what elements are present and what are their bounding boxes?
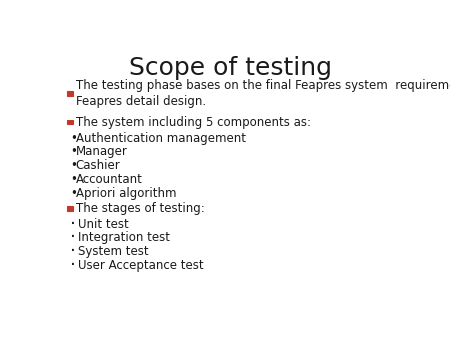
- Text: ·: ·: [70, 228, 76, 247]
- Text: Unit test: Unit test: [78, 218, 129, 231]
- Text: The system including 5 components as:: The system including 5 components as:: [76, 116, 311, 128]
- FancyBboxPatch shape: [67, 91, 73, 96]
- Text: •: •: [70, 159, 77, 172]
- FancyBboxPatch shape: [67, 207, 73, 211]
- Text: ·: ·: [70, 215, 76, 234]
- Text: Apriori algorithm: Apriori algorithm: [76, 187, 176, 200]
- Text: Scope of testing: Scope of testing: [129, 56, 332, 80]
- Text: Integration test: Integration test: [78, 231, 170, 244]
- Text: Accountant: Accountant: [76, 173, 143, 186]
- Text: Authentication management: Authentication management: [76, 132, 246, 145]
- Text: •: •: [70, 132, 77, 145]
- Text: User Acceptance test: User Acceptance test: [78, 259, 203, 272]
- Text: •: •: [70, 187, 77, 200]
- Text: •: •: [70, 145, 77, 159]
- Text: System test: System test: [78, 245, 148, 258]
- Text: The testing phase bases on the final Feapres system  requirement specification a: The testing phase bases on the final Fea…: [76, 79, 450, 108]
- FancyBboxPatch shape: [67, 120, 73, 124]
- Text: ·: ·: [70, 242, 76, 261]
- Text: ·: ·: [70, 256, 76, 275]
- Text: Manager: Manager: [76, 145, 128, 159]
- Text: The stages of testing:: The stages of testing:: [76, 202, 205, 215]
- Text: Cashier: Cashier: [76, 159, 121, 172]
- Text: •: •: [70, 173, 77, 186]
